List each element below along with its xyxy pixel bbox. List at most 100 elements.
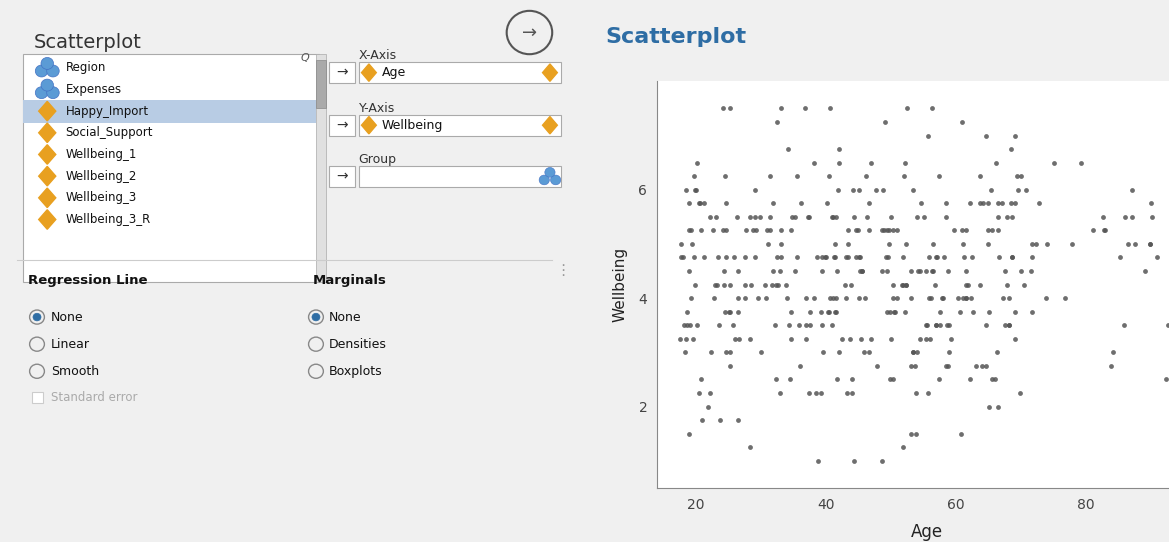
- Point: [721, 362, 740, 370]
- Point: [1141, 199, 1160, 208]
- Point: [746, 253, 765, 262]
- Point: [767, 280, 786, 289]
- Point: [796, 294, 815, 302]
- Text: Scatterplot: Scatterplot: [606, 27, 747, 47]
- FancyBboxPatch shape: [316, 60, 326, 108]
- Point: [901, 294, 920, 302]
- Point: [1011, 389, 1030, 397]
- Point: [721, 104, 740, 113]
- Point: [736, 226, 755, 235]
- Point: [715, 307, 734, 316]
- Point: [997, 212, 1016, 221]
- Point: [904, 185, 922, 194]
- Point: [859, 226, 878, 235]
- Point: [878, 307, 897, 316]
- Text: None: None: [328, 311, 361, 324]
- Point: [782, 212, 801, 221]
- Point: [872, 226, 891, 235]
- Point: [720, 307, 739, 316]
- Point: [782, 226, 801, 235]
- Point: [911, 334, 929, 343]
- Point: [1022, 267, 1040, 275]
- Text: →: →: [336, 170, 347, 184]
- Point: [715, 172, 734, 180]
- Point: [973, 362, 991, 370]
- Point: [843, 389, 862, 397]
- Point: [880, 307, 899, 316]
- Point: [823, 294, 842, 302]
- Point: [978, 240, 997, 248]
- Point: [873, 185, 892, 194]
- Text: Age: Age: [381, 66, 406, 79]
- Text: Wellbeing_3: Wellbeing_3: [65, 191, 137, 204]
- Point: [887, 294, 906, 302]
- Point: [1003, 253, 1022, 262]
- Point: [938, 212, 956, 221]
- Point: [790, 362, 809, 370]
- Point: [936, 199, 955, 208]
- Circle shape: [35, 87, 48, 99]
- Circle shape: [47, 65, 60, 77]
- Point: [976, 131, 995, 140]
- Point: [717, 253, 735, 262]
- Point: [954, 294, 973, 302]
- Point: [704, 226, 722, 235]
- Point: [877, 253, 895, 262]
- Point: [1002, 212, 1021, 221]
- Point: [842, 375, 860, 384]
- Point: [685, 280, 704, 289]
- Point: [846, 253, 865, 262]
- Point: [673, 253, 692, 262]
- Point: [728, 267, 747, 275]
- Point: [707, 280, 726, 289]
- Point: [788, 253, 807, 262]
- Point: [852, 267, 871, 275]
- Point: [690, 389, 708, 397]
- Point: [920, 253, 939, 262]
- Point: [1001, 199, 1019, 208]
- Point: [777, 294, 796, 302]
- Point: [1162, 267, 1169, 275]
- Point: [735, 280, 754, 289]
- Point: [927, 253, 946, 262]
- Point: [931, 307, 949, 316]
- Point: [895, 158, 914, 167]
- Text: Q: Q: [300, 53, 309, 63]
- Point: [714, 226, 733, 235]
- Point: [768, 253, 787, 262]
- FancyBboxPatch shape: [359, 166, 561, 187]
- Point: [945, 226, 963, 235]
- Point: [825, 240, 844, 248]
- Point: [756, 294, 775, 302]
- Point: [989, 402, 1008, 411]
- Point: [741, 212, 760, 221]
- Point: [750, 212, 769, 221]
- Point: [680, 429, 699, 438]
- Point: [877, 226, 895, 235]
- Point: [776, 280, 795, 289]
- Polygon shape: [39, 101, 56, 121]
- Point: [736, 253, 755, 262]
- Text: Densities: Densities: [328, 338, 387, 351]
- Circle shape: [539, 175, 549, 185]
- Circle shape: [41, 57, 54, 69]
- Point: [746, 212, 765, 221]
- Point: [729, 334, 748, 343]
- Point: [671, 253, 690, 262]
- Point: [962, 294, 981, 302]
- Point: [920, 334, 939, 343]
- Point: [708, 253, 727, 262]
- Text: Marginals: Marginals: [313, 274, 387, 287]
- Point: [762, 280, 781, 289]
- Point: [677, 334, 696, 343]
- Point: [1126, 240, 1144, 248]
- Point: [963, 253, 982, 262]
- FancyBboxPatch shape: [22, 54, 319, 282]
- Point: [850, 253, 869, 262]
- Point: [812, 267, 831, 275]
- Text: →: →: [336, 66, 347, 80]
- Point: [817, 199, 836, 208]
- Point: [1094, 212, 1113, 221]
- Point: [916, 321, 935, 330]
- Point: [705, 294, 724, 302]
